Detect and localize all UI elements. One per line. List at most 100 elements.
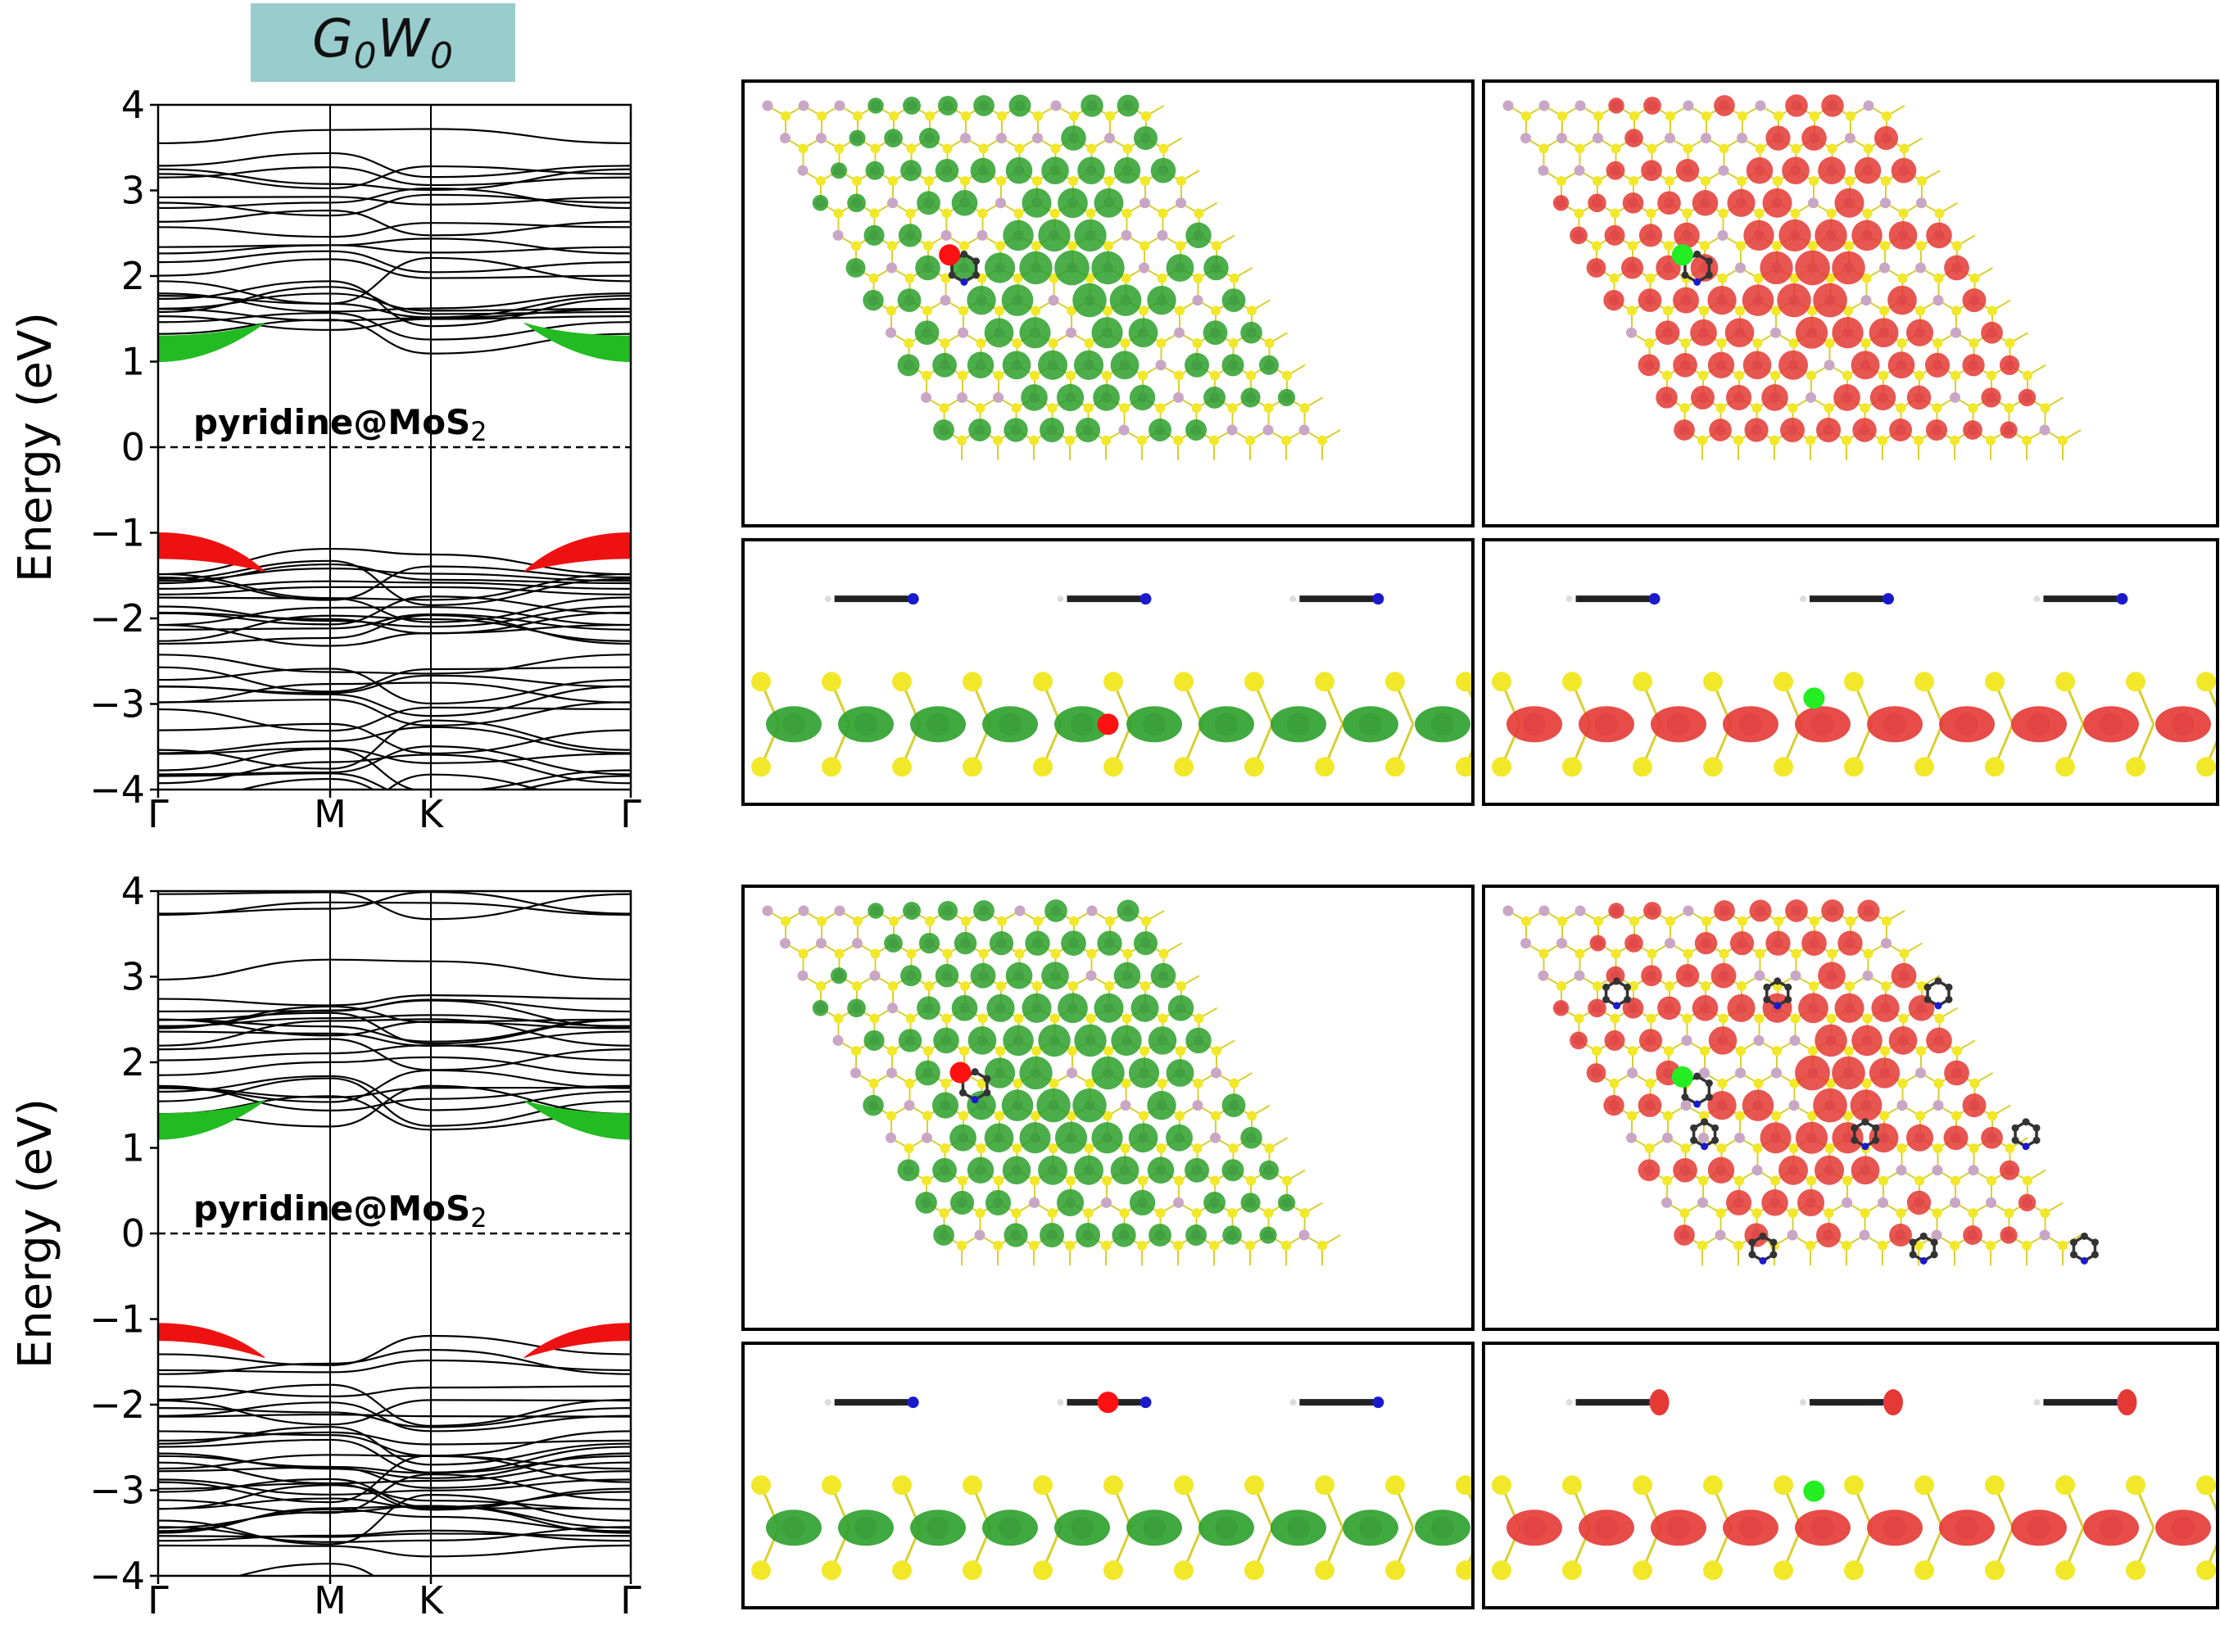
s-atom [1013, 273, 1023, 283]
s-atom [1860, 337, 1871, 348]
s-atom [2004, 403, 2014, 414]
orbital-lobe [1054, 706, 1110, 743]
orbital-lobe [970, 962, 996, 989]
orbital-lobe [1795, 1509, 1851, 1546]
orbital-lobe [900, 160, 922, 182]
s-atom [1985, 1475, 2005, 1496]
nitrogen-atom [1774, 1002, 1782, 1010]
s-atom [1715, 403, 1726, 414]
s-atom [1385, 672, 1405, 692]
s-atom [994, 370, 1004, 381]
s-atom [1844, 757, 1864, 777]
orbital-lobe [863, 224, 885, 246]
orbital-lobe [1166, 1059, 1194, 1087]
hydrogen-atom [824, 1399, 831, 1406]
s-atom [940, 1078, 951, 1089]
mo-atom [798, 100, 809, 111]
s-atom [997, 111, 1007, 121]
s-atom [2126, 672, 2145, 692]
s-atom [2196, 1560, 2216, 1581]
mo-atom [1298, 424, 1310, 436]
s-atom [1861, 1078, 1872, 1089]
carbon-atom [1602, 995, 1611, 1003]
s-atom [1897, 1078, 1908, 1089]
s-atom [1845, 175, 1855, 186]
band-line [158, 244, 631, 254]
green-fat-band-right [523, 1100, 631, 1140]
mo-atom [1029, 1197, 1040, 1208]
orbital-lobe [1761, 1189, 1788, 1216]
s-atom [1069, 916, 1079, 926]
s-atom [1788, 1143, 1799, 1153]
s-atom [996, 980, 1007, 991]
band-line [158, 666, 631, 693]
orbital-lobe [1021, 384, 1048, 411]
orbital-lobe [1651, 1509, 1706, 1546]
orbital-lobe [910, 1509, 966, 1546]
s-atom [1915, 1111, 1926, 1121]
orbital-lobe [1129, 384, 1156, 411]
s-atom [1227, 1208, 1238, 1219]
s-atom [1808, 241, 1819, 251]
orbital-lobe [951, 189, 978, 216]
orbital-lobe [1795, 1055, 1830, 1091]
s-atom [1084, 337, 1094, 348]
orbital-lobe [1780, 417, 1805, 443]
s-atom [940, 273, 951, 283]
lattice-top-view-3 [762, 899, 1341, 1265]
s-atom [2040, 1208, 2050, 1219]
orbital-lobe [1040, 1223, 1065, 1247]
s-atom [2055, 1560, 2075, 1581]
s-atom [2126, 757, 2145, 777]
hydrogen-atom [824, 595, 831, 603]
s-atom [1174, 1175, 1185, 1186]
hydrogen-atom [2033, 595, 2041, 603]
band-line [158, 1544, 631, 1558]
orbital-lobe [2018, 1193, 2037, 1212]
s-atom [1033, 1560, 1053, 1581]
s-atom [1824, 337, 1835, 348]
highlight-marker [1671, 244, 1693, 266]
orbital-lobe [1277, 388, 1296, 407]
band-line [158, 901, 631, 917]
s-atom [975, 403, 985, 414]
band-line [158, 614, 631, 642]
s-atom [1774, 916, 1783, 926]
s-atom [2058, 1240, 2068, 1251]
side-view-homo-panel-2 [1482, 1342, 2219, 1609]
s-atom [1754, 1013, 1765, 1024]
s-atom [906, 143, 917, 154]
s-atom [1844, 241, 1855, 251]
orbital-lobe [1002, 351, 1031, 380]
green-fat-band-left [158, 322, 265, 363]
orbital-lobe [1963, 420, 1982, 440]
s-atom [1029, 435, 1040, 446]
s-atom [1050, 948, 1061, 959]
s-atom [1158, 143, 1169, 154]
orbital-lobe [1604, 224, 1625, 246]
carbon-atom [1763, 983, 1771, 991]
s-atom [1774, 672, 1793, 692]
s-atom [975, 1208, 985, 1219]
orbital-lobe [1094, 993, 1124, 1023]
orbital-lobe [1906, 319, 1934, 346]
highlight-marker [949, 1061, 972, 1084]
s-atom [1986, 435, 1996, 446]
mo-atom [1860, 295, 1872, 306]
orbital-lobe [1603, 289, 1624, 311]
s-atom [939, 1208, 949, 1219]
orbital-lobe [1091, 251, 1125, 285]
orbital-lobe [1054, 1509, 1110, 1546]
s-atom [1103, 757, 1123, 777]
band-line [158, 623, 631, 647]
s-atom [906, 948, 917, 959]
orbital-lobe [1072, 1088, 1107, 1123]
s-atom [1914, 435, 1924, 446]
mo-atom [1086, 905, 1098, 917]
s-atom [977, 1013, 988, 1024]
s-atom [960, 175, 971, 186]
orbital-lobe [1128, 1057, 1160, 1089]
side-view-homo-panel-1 [1482, 538, 2219, 806]
s-atom [1952, 1046, 1963, 1057]
orbital-lobe [1126, 706, 1182, 743]
